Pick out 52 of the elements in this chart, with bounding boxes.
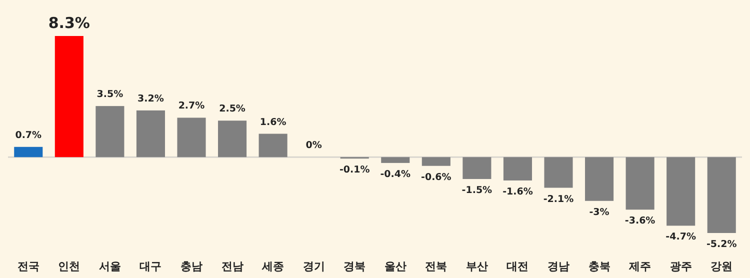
data-label: 1.6% bbox=[260, 116, 287, 128]
x-tick-label: 전국 bbox=[17, 260, 40, 273]
bar bbox=[14, 146, 43, 158]
bar bbox=[626, 157, 654, 210]
x-tick-label: 광주 bbox=[670, 260, 692, 273]
x-tick-label: 제주 bbox=[628, 260, 652, 273]
data-label: -0.1% bbox=[339, 164, 370, 176]
x-tick-label: 대전 bbox=[506, 260, 529, 273]
bar bbox=[422, 157, 450, 166]
bar bbox=[544, 157, 573, 188]
data-label: -3.6% bbox=[624, 216, 656, 227]
x-tick-label: 전북 bbox=[425, 260, 448, 273]
x-tick-label: 경북 bbox=[344, 260, 366, 273]
data-label: -1.6% bbox=[502, 186, 534, 198]
data-label: -0.4% bbox=[380, 168, 412, 180]
bar bbox=[54, 36, 84, 158]
x-tick-label: 울산 bbox=[384, 260, 406, 273]
x-tick-label: 인천 bbox=[58, 260, 80, 273]
bar bbox=[381, 157, 410, 163]
bar bbox=[585, 157, 614, 201]
data-label: 0% bbox=[306, 140, 322, 152]
data-label: -5.2% bbox=[706, 239, 738, 250]
bar bbox=[218, 120, 247, 158]
bar bbox=[136, 110, 165, 158]
bar bbox=[462, 157, 492, 180]
bar bbox=[258, 134, 288, 158]
x-tick-label: 서울 bbox=[98, 260, 121, 273]
data-label: 3.5% bbox=[96, 89, 124, 100]
data-label: -4.7% bbox=[666, 232, 696, 243]
data-label: -2.1% bbox=[543, 194, 574, 205]
x-tick-label: 경기 bbox=[302, 260, 325, 273]
bar bbox=[177, 118, 206, 158]
x-tick-label: 세종 bbox=[261, 260, 284, 273]
x-tick-label: 강원 bbox=[710, 260, 733, 273]
x-tick-label: 충남 bbox=[180, 260, 202, 273]
data-label: -3% bbox=[589, 206, 610, 218]
data-label: -1.5% bbox=[462, 185, 493, 196]
x-tick-label: 대구 bbox=[140, 260, 162, 273]
bar bbox=[96, 106, 124, 158]
data-label: 2.7% bbox=[178, 100, 206, 112]
bar bbox=[666, 157, 696, 226]
bar bbox=[707, 157, 736, 233]
x-tick-label: 경남 bbox=[548, 260, 570, 273]
bar bbox=[503, 157, 532, 180]
data-label: 0.7% bbox=[15, 130, 42, 141]
data-label: 8.3% bbox=[48, 14, 90, 32]
data-label: -0.6% bbox=[421, 172, 452, 183]
x-tick-label: 충북 bbox=[588, 260, 610, 273]
data-label: 3.2% bbox=[138, 93, 164, 104]
data-label: 2.5% bbox=[219, 104, 246, 115]
x-tick-label: 부산 bbox=[466, 260, 488, 273]
x-tick-label: 전남 bbox=[221, 260, 244, 273]
